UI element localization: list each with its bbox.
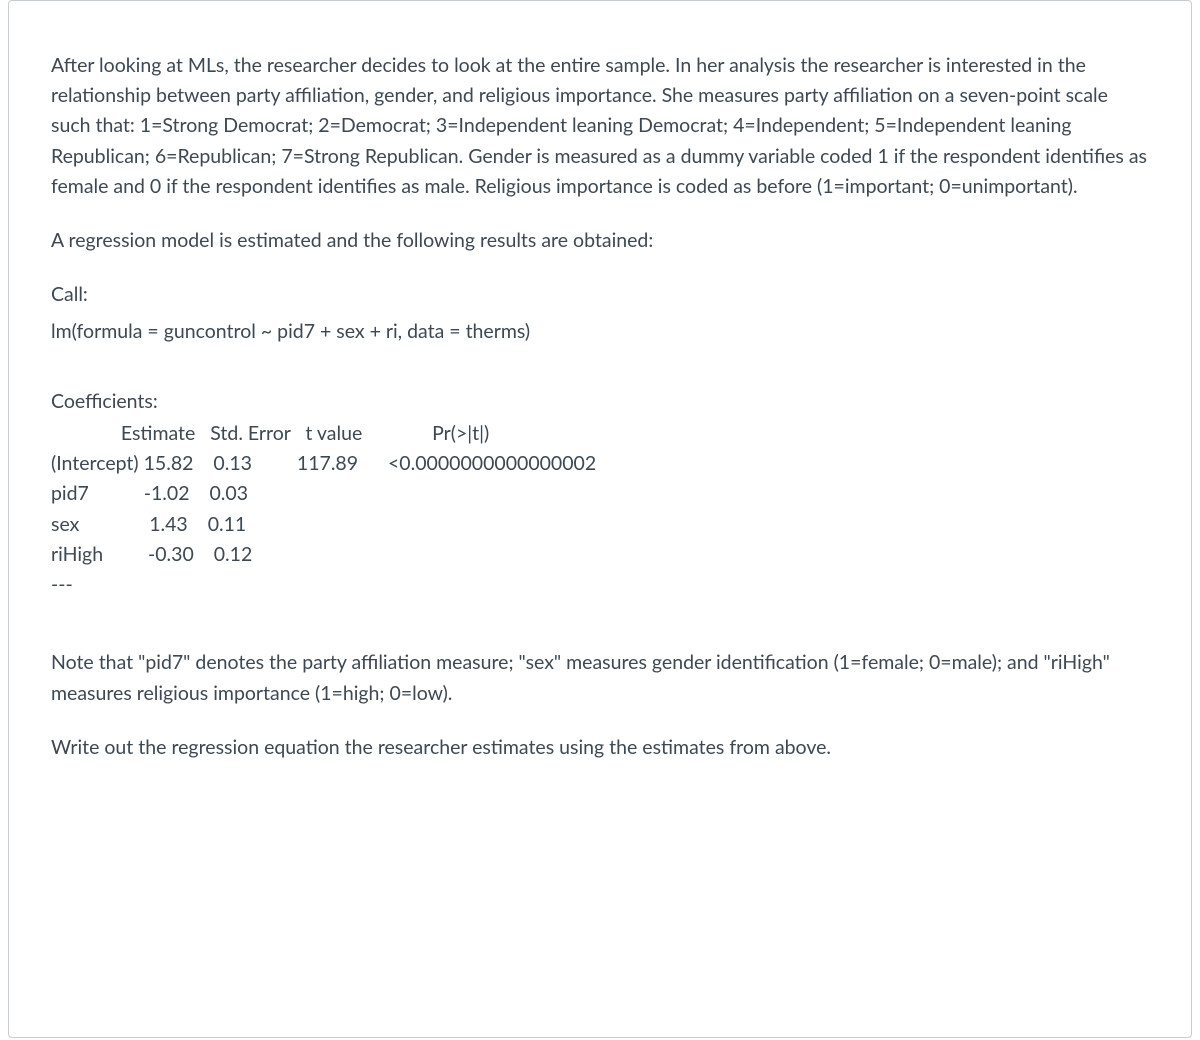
coef-row-sex: sex 1.43 0.11 bbox=[51, 510, 1149, 540]
coef-row-intercept: (Intercept) 15.82 0.13 117.89 <0.0000000… bbox=[51, 449, 1149, 479]
coefficients-table: Estimate Std. Error t value Pr(>|t|) (In… bbox=[51, 419, 1149, 600]
call-formula: lm(formula = guncontrol ~ pid7 + sex + r… bbox=[51, 317, 1149, 347]
coef-row-pid7: pid7 -1.02 0.03 bbox=[51, 479, 1149, 509]
note-section: Note that "pid7" denotes the party affil… bbox=[51, 648, 1149, 763]
coef-dashes: --- bbox=[51, 570, 1149, 600]
call-label: Call: bbox=[51, 280, 1149, 310]
coef-row-rihigh: riHigh -0.30 0.12 bbox=[51, 540, 1149, 570]
note-paragraph: Note that "pid7" denotes the party affil… bbox=[51, 648, 1149, 708]
question-content: After looking at MLs, the researcher dec… bbox=[9, 1, 1191, 803]
regression-intro: A regression model is estimated and the … bbox=[51, 226, 1149, 256]
coefficients-label: Coefficients: bbox=[51, 387, 1149, 417]
call-section: Call: lm(formula = guncontrol ~ pid7 + s… bbox=[51, 280, 1149, 346]
intro-paragraph: After looking at MLs, the researcher dec… bbox=[51, 51, 1149, 202]
coefficients-section: Coefficients: Estimate Std. Error t valu… bbox=[51, 387, 1149, 601]
coef-header-row: Estimate Std. Error t value Pr(>|t|) bbox=[51, 419, 1149, 449]
question-prompt: Write out the regression equation the re… bbox=[51, 733, 1149, 763]
question-card: After looking at MLs, the researcher dec… bbox=[8, 0, 1192, 1038]
